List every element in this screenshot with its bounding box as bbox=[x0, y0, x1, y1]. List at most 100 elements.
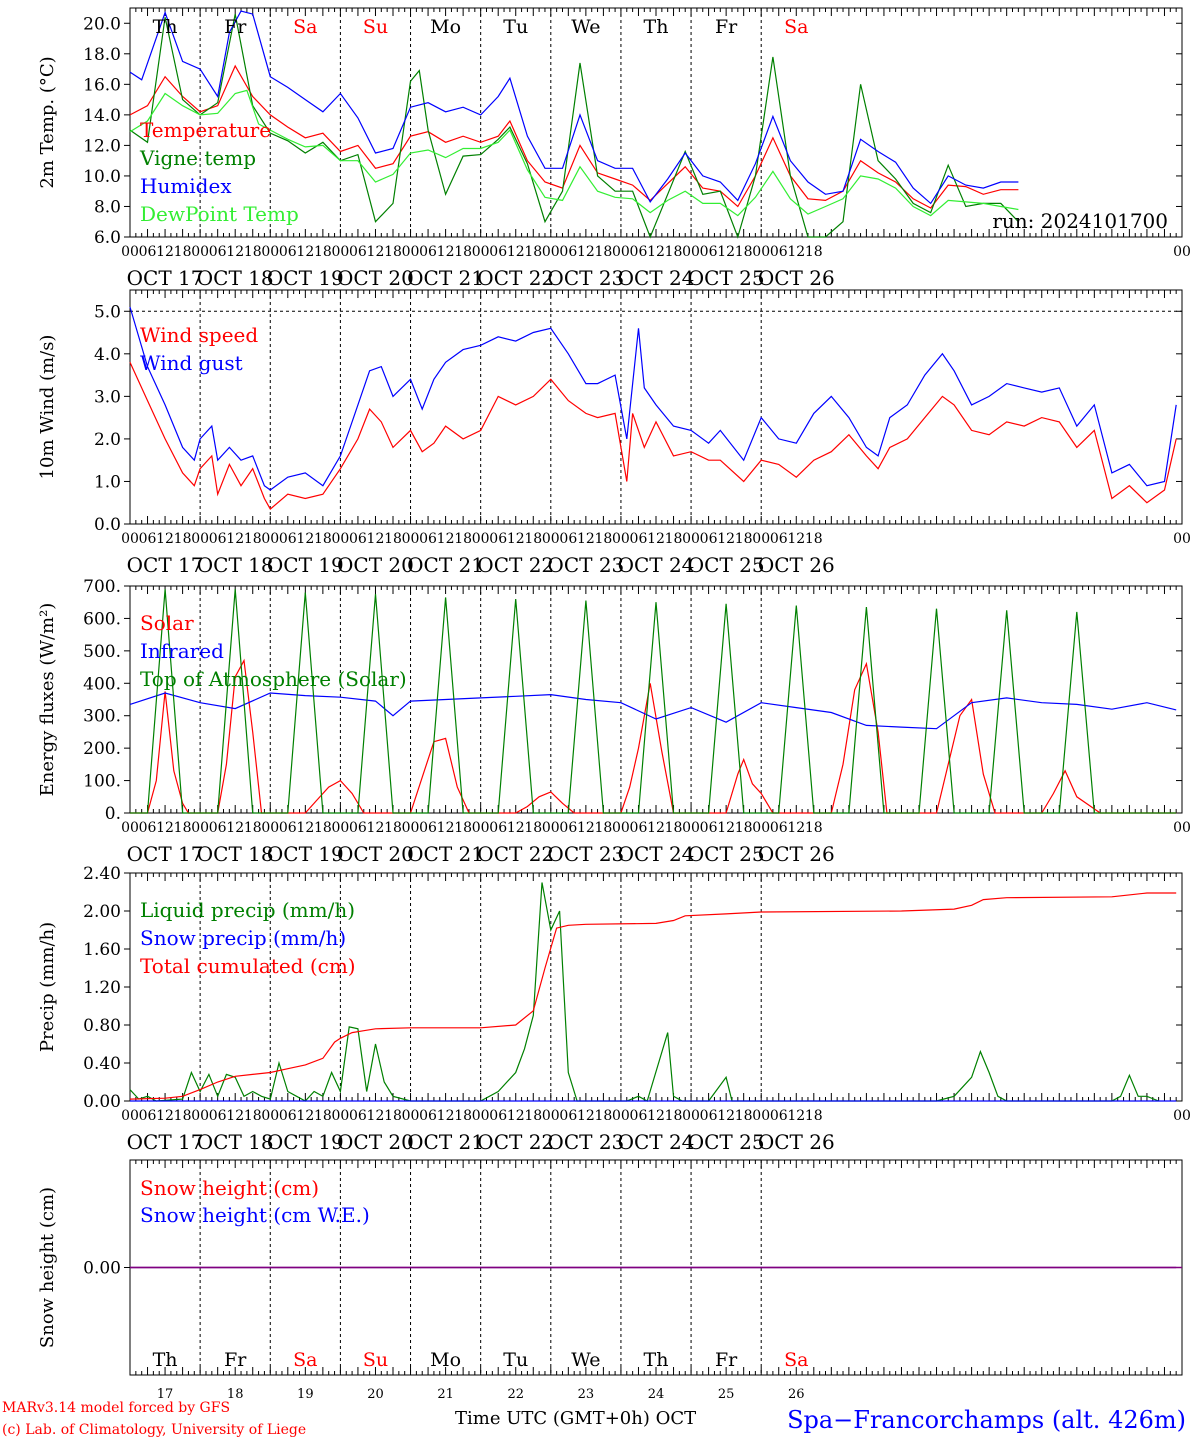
hour-tick-label: 12 bbox=[226, 820, 244, 836]
y-tick-label: 2.00 bbox=[83, 902, 121, 922]
weekday-label: Th bbox=[153, 1349, 178, 1371]
hour-tick-label: 00 bbox=[612, 820, 630, 836]
hour-tick-label: 00 bbox=[682, 531, 700, 547]
hour-tick-label: 06 bbox=[209, 531, 227, 547]
hour-tick-label: 06 bbox=[700, 531, 718, 547]
hour-tick-label: 12 bbox=[717, 244, 735, 260]
hour-tick-label: 18 bbox=[244, 1108, 262, 1124]
date-label: OCT 25 bbox=[688, 842, 765, 866]
date-label: OCT 21 bbox=[407, 842, 484, 866]
hour-tick-label: 18 bbox=[524, 1108, 542, 1124]
y-tick-label: 20.0 bbox=[83, 14, 121, 34]
hour-tick-label: 06 bbox=[209, 244, 227, 260]
hour-tick-label: 00 bbox=[121, 244, 139, 260]
hour-tick-label: 00 bbox=[682, 820, 700, 836]
hour-tick-label: 00 bbox=[261, 1108, 279, 1124]
date-label: OCT 26 bbox=[758, 1130, 835, 1154]
hour-tick-label: 12 bbox=[787, 1108, 805, 1124]
hour-tick-label: 06 bbox=[419, 531, 437, 547]
y-tick-label: 8.0 bbox=[94, 197, 121, 217]
weekday-label: Fr bbox=[715, 16, 738, 38]
hour-tick-label: 12 bbox=[577, 820, 595, 836]
hour-tick-label: 00 bbox=[331, 1108, 349, 1124]
hour-tick-label: 06 bbox=[349, 820, 367, 836]
hour-tick-label: 00 bbox=[1173, 820, 1191, 836]
hour-tick-label: 18 bbox=[805, 820, 823, 836]
hour-tick-label: 12 bbox=[577, 531, 595, 547]
hour-tick-label: 18 bbox=[384, 820, 402, 836]
hour-tick-label: 18 bbox=[805, 531, 823, 547]
hour-tick-label: 06 bbox=[209, 1108, 227, 1124]
date-label: OCT 18 bbox=[197, 266, 274, 290]
footer-time-label: Time UTC (GMT+0h) OCT bbox=[455, 1408, 696, 1429]
weekday-label: Mo bbox=[430, 1349, 461, 1371]
hour-tick-label: 12 bbox=[226, 531, 244, 547]
run-annotation: run: 2024101700 bbox=[992, 209, 1168, 233]
hour-tick-label: 00 bbox=[121, 1108, 139, 1124]
hour-tick-label: 06 bbox=[559, 1108, 577, 1124]
date-label: OCT 24 bbox=[618, 842, 695, 866]
y-tick-label: 0.80 bbox=[83, 1016, 121, 1036]
date-label: OCT 19 bbox=[267, 266, 344, 290]
hour-tick-label: 12 bbox=[717, 820, 735, 836]
weekday-label: Fr bbox=[224, 1349, 247, 1371]
y-tick-label: 0.0 bbox=[94, 515, 121, 535]
hour-tick-label: 18 bbox=[174, 244, 192, 260]
hour-tick-label: 12 bbox=[577, 1108, 595, 1124]
day-number-label: 19 bbox=[297, 1387, 314, 1402]
y-tick-label: 6.0 bbox=[94, 228, 121, 248]
hour-tick-label: 18 bbox=[244, 820, 262, 836]
hour-tick-label: 06 bbox=[139, 531, 157, 547]
y-tick-label: 400. bbox=[83, 674, 121, 694]
date-label: OCT 20 bbox=[337, 1130, 414, 1154]
hour-tick-label: 00 bbox=[752, 244, 770, 260]
day-number-label: 21 bbox=[437, 1387, 454, 1402]
hour-tick-label: 18 bbox=[594, 531, 612, 547]
series-line bbox=[129, 882, 1159, 1102]
hour-tick-label: 18 bbox=[384, 531, 402, 547]
date-label: OCT 17 bbox=[127, 553, 204, 577]
panel-5: 0.00 Snow height (cm) Snow height (cm) Snow… bbox=[37, 1159, 1183, 1402]
legend-entry: Total cumulated (cm) bbox=[140, 954, 356, 978]
hour-tick-label: 06 bbox=[279, 820, 297, 836]
weekday-label: We bbox=[571, 16, 600, 38]
hour-tick-label: 12 bbox=[437, 1108, 455, 1124]
hour-tick-label: 00 bbox=[402, 820, 420, 836]
weekday-label: Su bbox=[363, 16, 388, 38]
hour-tick-label: 18 bbox=[594, 1108, 612, 1124]
hour-tick-label: 12 bbox=[507, 244, 525, 260]
hour-tick-label: 00 bbox=[542, 244, 560, 260]
date-label: OCT 24 bbox=[618, 266, 695, 290]
y-axis-label: Energy fluxes (W/m²) bbox=[37, 603, 58, 797]
hour-tick-label: 12 bbox=[647, 1108, 665, 1124]
hour-tick-label: 00 bbox=[752, 820, 770, 836]
hour-tick-label: 18 bbox=[384, 1108, 402, 1124]
y-tick-label: 700. bbox=[83, 577, 121, 597]
hour-tick-label: 18 bbox=[594, 244, 612, 260]
series-line bbox=[129, 89, 1019, 217]
hour-tick-label: 12 bbox=[296, 531, 314, 547]
date-label: OCT 21 bbox=[407, 1130, 484, 1154]
day-number-label: 20 bbox=[367, 1387, 384, 1402]
hour-tick-label: 00 bbox=[331, 531, 349, 547]
hour-tick-label: 12 bbox=[226, 244, 244, 260]
hour-tick-label: 18 bbox=[665, 820, 683, 836]
hour-tick-label: 18 bbox=[174, 1108, 192, 1124]
hour-tick-label: 18 bbox=[735, 531, 753, 547]
y-tick-label: 2.0 bbox=[94, 430, 121, 450]
date-label: OCT 17 bbox=[127, 842, 204, 866]
hour-tick-label: 18 bbox=[665, 531, 683, 547]
hour-tick-label: 06 bbox=[770, 531, 788, 547]
hour-tick-label: 06 bbox=[559, 244, 577, 260]
hour-tick-label: 12 bbox=[717, 531, 735, 547]
date-label: OCT 24 bbox=[618, 553, 695, 577]
hour-tick-label: 06 bbox=[279, 531, 297, 547]
hour-tick-label: 18 bbox=[454, 531, 472, 547]
date-label: OCT 23 bbox=[547, 1130, 624, 1154]
day-number-label: 24 bbox=[648, 1387, 665, 1402]
day-number-label: 23 bbox=[578, 1387, 595, 1402]
footer-station: Spa−Francorchamps (alt. 426m) bbox=[787, 1406, 1186, 1434]
hour-tick-label: 00 bbox=[612, 244, 630, 260]
hour-tick-label: 06 bbox=[630, 531, 648, 547]
